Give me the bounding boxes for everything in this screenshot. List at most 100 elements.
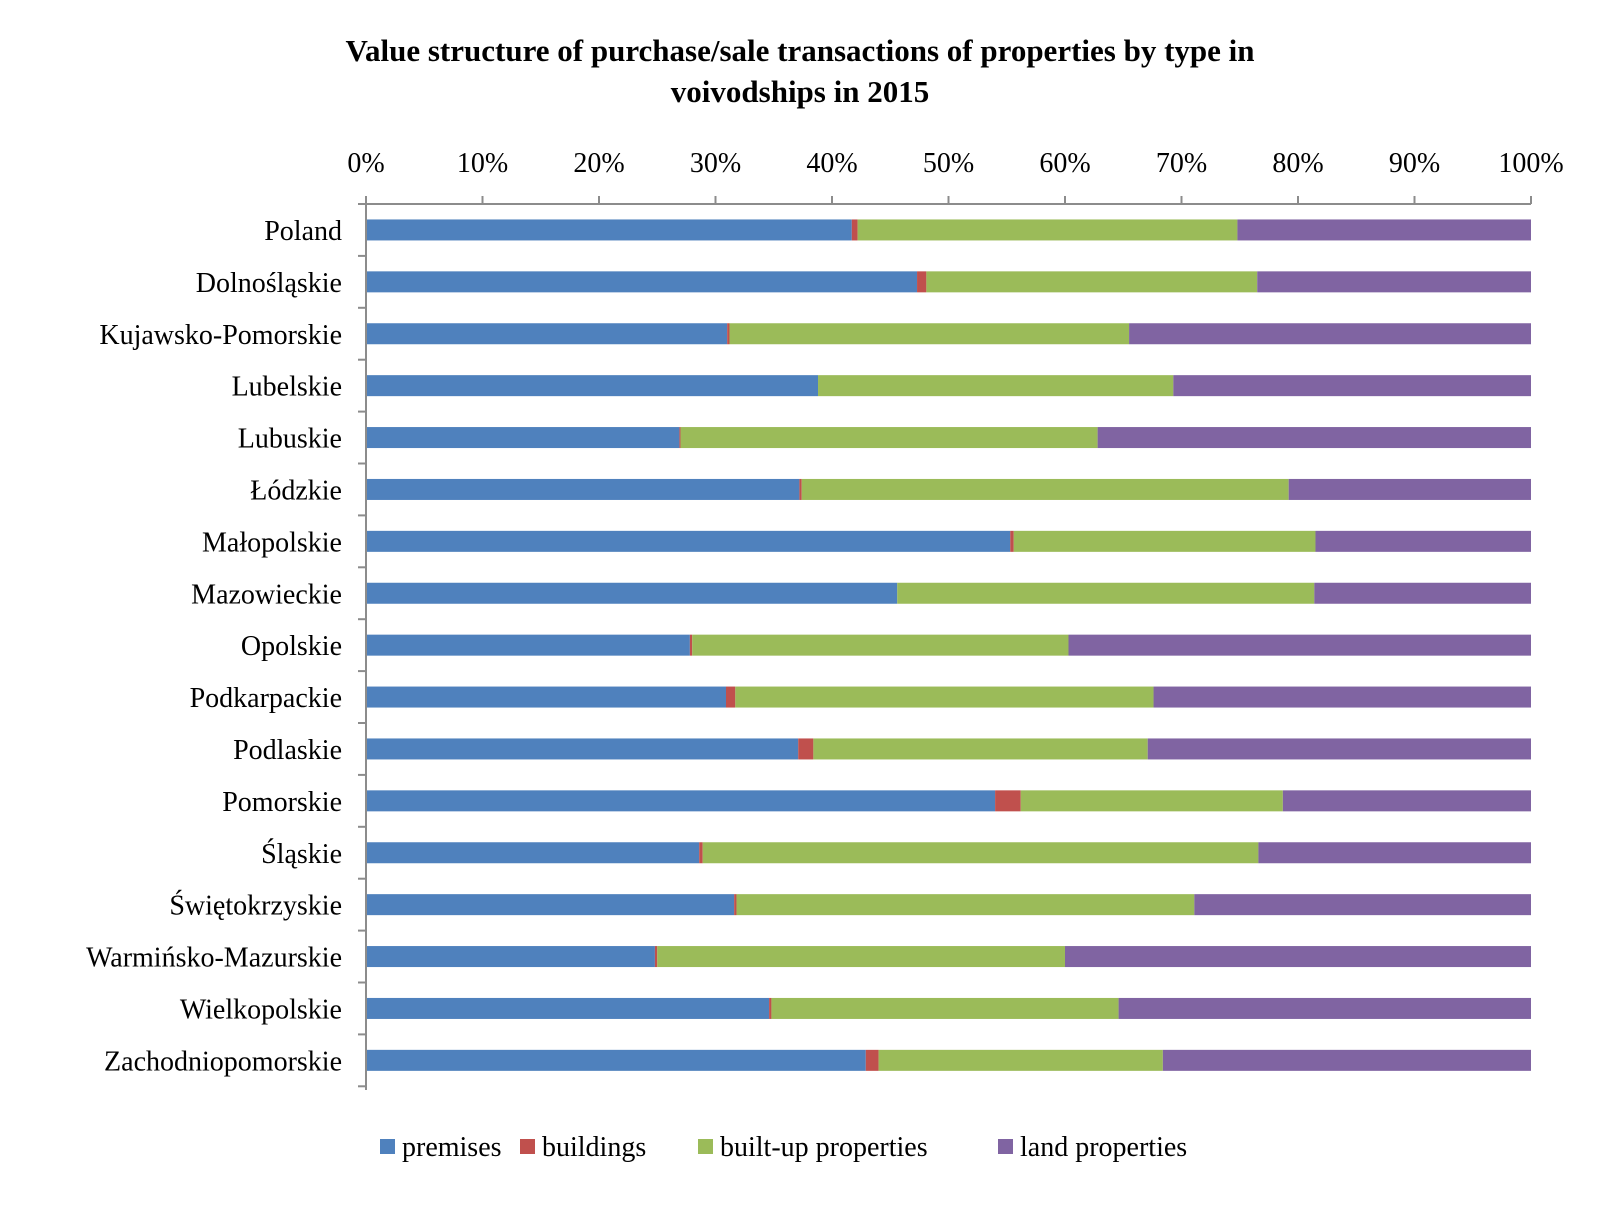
bar-built-up-properties-16: [878, 1049, 1163, 1071]
bar-premises-8: [366, 634, 690, 656]
x-tick-label: 10%: [457, 148, 508, 179]
bar-premises-3: [366, 375, 819, 397]
bar-built-up-properties-13: [736, 894, 1195, 916]
bar-land-properties-11: [1282, 790, 1531, 812]
x-tick-label: 20%: [573, 148, 624, 179]
chart-title: Value structure of purchase/sale transac…: [0, 30, 1600, 112]
legend-label-land-properties: land properties: [1020, 1132, 1187, 1163]
bar-built-up-properties-0: [857, 219, 1238, 241]
x-tick-label: 80%: [1272, 148, 1323, 179]
bar-land-properties-4: [1097, 427, 1531, 449]
bar-buildings-15: [769, 997, 772, 1019]
bar-premises-6: [366, 530, 1011, 552]
labels-layer: Poland Dolnośląskie Kujawsko-Pomorskie Lube…: [86, 148, 1564, 1077]
category-label: Wielkopolskie: [180, 994, 342, 1025]
bar-built-up-properties-9: [735, 686, 1154, 708]
bar-buildings-10: [798, 738, 814, 760]
bar-premises-9: [366, 686, 726, 708]
bar-buildings-5: [799, 478, 802, 500]
bar-land-properties-3: [1173, 375, 1531, 397]
bar-buildings-6: [1010, 530, 1014, 552]
bars-layer: [366, 219, 1531, 1071]
bar-premises-14: [366, 946, 655, 968]
bar-built-up-properties-3: [818, 375, 1174, 397]
bar-premises-13: [366, 894, 735, 916]
category-label: Małopolskie: [202, 527, 342, 558]
bar-built-up-properties-8: [692, 634, 1069, 656]
bar-land-properties-12: [1258, 842, 1531, 864]
bar-premises-12: [366, 842, 700, 864]
legend-swatch-land-properties: [998, 1139, 1013, 1154]
bar-built-up-properties-15: [771, 997, 1119, 1019]
category-label: Podlaskie: [233, 735, 342, 766]
x-tick-label: 100%: [1498, 148, 1563, 179]
bar-premises-0: [366, 219, 852, 241]
x-tick-label: 60%: [1039, 148, 1090, 179]
category-label: Pomorskie: [222, 787, 342, 818]
bar-land-properties-8: [1068, 634, 1531, 656]
bar-built-up-properties-2: [729, 323, 1130, 345]
category-label: Dolnośląskie: [196, 268, 342, 299]
bar-premises-16: [366, 1049, 866, 1071]
bar-built-up-properties-6: [1013, 530, 1316, 552]
bar-land-properties-0: [1237, 219, 1531, 241]
bar-buildings-11: [995, 790, 1021, 812]
bar-premises-11: [366, 790, 996, 812]
bar-land-properties-6: [1315, 530, 1531, 552]
legend-swatch-buildings: [520, 1139, 535, 1154]
bar-built-up-properties-10: [813, 738, 1148, 760]
bar-land-properties-13: [1194, 894, 1531, 916]
category-label: Lubuskie: [238, 424, 342, 455]
bar-land-properties-14: [1065, 946, 1531, 968]
bar-land-properties-2: [1129, 323, 1531, 345]
category-label: Lubelskie: [232, 372, 342, 403]
bar-land-properties-16: [1162, 1049, 1531, 1071]
category-label: Warmińsko-Mazurskie: [86, 943, 342, 974]
bar-premises-5: [366, 478, 800, 500]
category-label: Opolskie: [241, 631, 342, 662]
bar-premises-10: [366, 738, 799, 760]
x-tick-label: 40%: [806, 148, 857, 179]
bar-premises-1: [366, 271, 918, 293]
x-tick-label: 90%: [1389, 148, 1440, 179]
category-label: Mazowieckie: [191, 579, 342, 610]
bar-premises-4: [366, 427, 680, 449]
legend-swatch-built-up-properties: [698, 1139, 713, 1154]
bar-land-properties-7: [1314, 582, 1531, 604]
legend-label-premises: premises: [402, 1132, 502, 1163]
x-tick-label: 50%: [923, 148, 974, 179]
bar-built-up-properties-11: [1020, 790, 1283, 812]
category-label: Świętokrzyskie: [169, 891, 342, 922]
bar-land-properties-5: [1288, 478, 1531, 500]
axes-layer: [358, 196, 1532, 1090]
bar-land-properties-15: [1118, 997, 1531, 1019]
bar-buildings-14: [654, 946, 658, 968]
bar-premises-15: [366, 997, 770, 1019]
x-tick-label: 70%: [1156, 148, 1207, 179]
x-tick-label: 0%: [347, 148, 384, 179]
chart-title-line-2: voivodships in 2015: [670, 74, 930, 109]
category-label: Śląskie: [261, 839, 342, 870]
bar-built-up-properties-1: [926, 271, 1258, 293]
legend: premises buildings built-up properties land…: [380, 1132, 1187, 1163]
bar-buildings-16: [865, 1049, 879, 1071]
bar-buildings-2: [727, 323, 730, 345]
bar-built-up-properties-7: [897, 582, 1315, 604]
category-label: Kujawsko-Pomorskie: [99, 320, 342, 351]
bar-buildings-12: [699, 842, 703, 864]
bar-built-up-properties-5: [801, 478, 1289, 500]
bar-premises-7: [366, 582, 898, 604]
bar-buildings-4: [679, 427, 681, 449]
category-label: Poland: [264, 216, 342, 247]
category-label: Łódzkie: [250, 475, 342, 506]
legend-swatch-premises: [380, 1139, 395, 1154]
category-label: Zachodniopomorskie: [104, 1046, 342, 1077]
bar-built-up-properties-12: [702, 842, 1259, 864]
bar-buildings-9: [725, 686, 736, 708]
bar-buildings-8: [689, 634, 693, 656]
bar-built-up-properties-14: [657, 946, 1065, 968]
bar-land-properties-1: [1257, 271, 1531, 293]
category-label: Podkarpackie: [190, 683, 342, 714]
bar-buildings-0: [851, 219, 858, 241]
